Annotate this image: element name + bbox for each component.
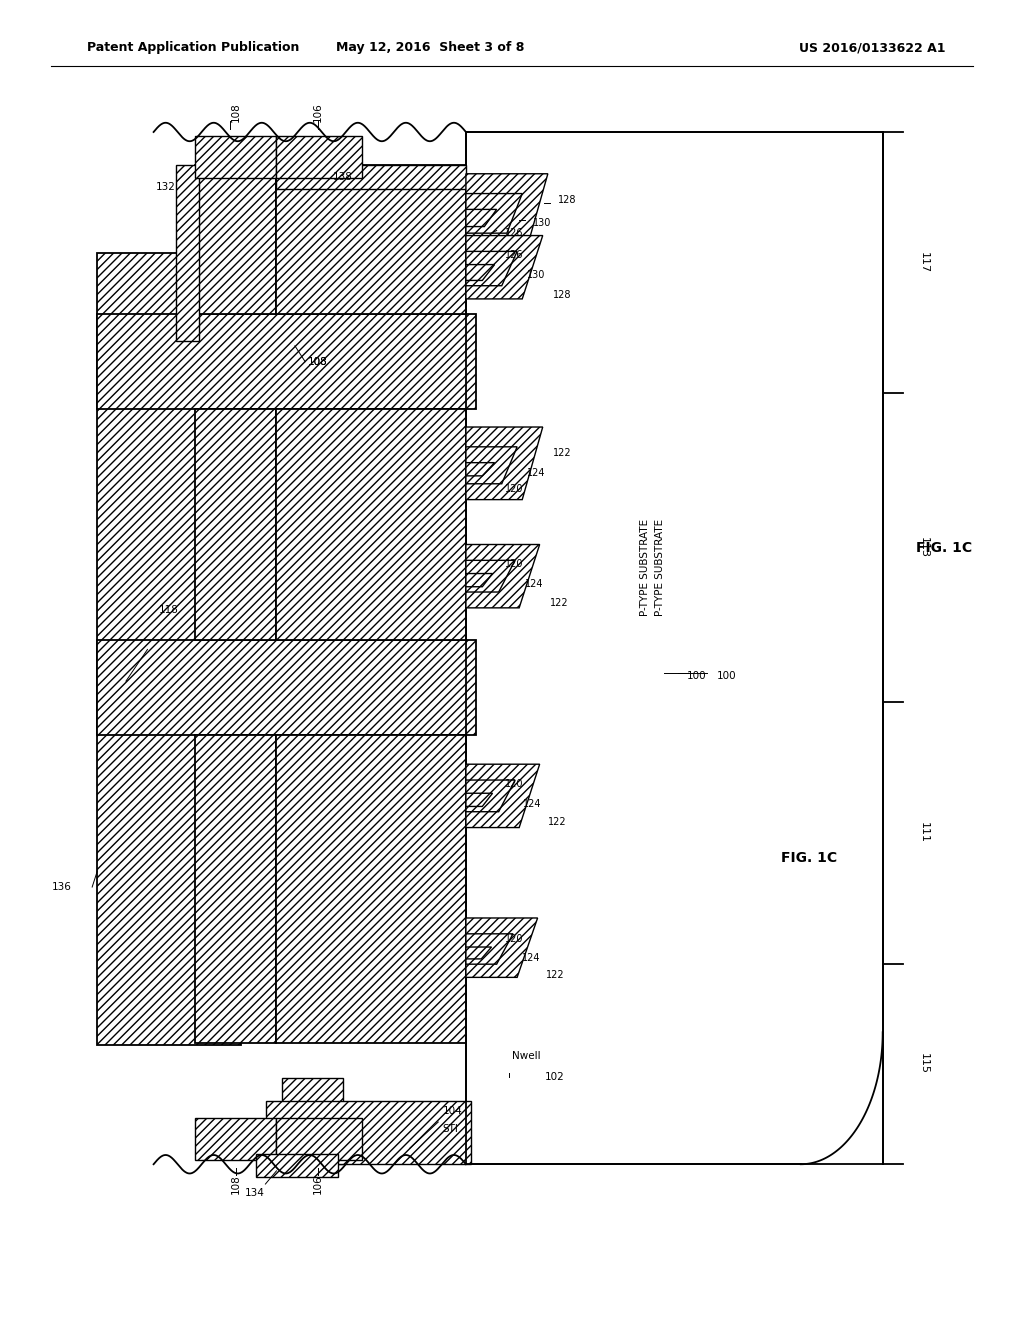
Polygon shape	[466, 917, 538, 977]
Polygon shape	[466, 210, 497, 227]
Bar	[266, 1101, 471, 1164]
Bar	[195, 735, 276, 1043]
Text: 128: 128	[558, 195, 577, 205]
Bar	[195, 165, 276, 314]
Text: 100: 100	[686, 671, 707, 681]
Bar	[97, 314, 476, 409]
Text: 130: 130	[532, 218, 551, 227]
Polygon shape	[466, 174, 548, 247]
Text: P-TYPE SUBSTRATE: P-TYPE SUBSTRATE	[640, 519, 650, 616]
Bar	[276, 409, 466, 640]
Text: 100: 100	[717, 671, 737, 681]
Text: 124: 124	[527, 469, 546, 478]
Polygon shape	[466, 194, 522, 234]
Polygon shape	[466, 780, 515, 812]
Bar	[97, 253, 241, 1045]
Text: 130: 130	[527, 271, 546, 280]
Bar	[276, 165, 466, 314]
Polygon shape	[466, 544, 540, 607]
Text: 136: 136	[52, 882, 72, 892]
Text: 108: 108	[230, 103, 241, 121]
Text: 106: 106	[313, 103, 324, 121]
Bar	[466, 132, 883, 1164]
Text: Patent Application Publication: Patent Application Publication	[87, 41, 299, 54]
Bar	[276, 136, 361, 178]
Text: 120: 120	[505, 935, 523, 944]
Text: 126: 126	[505, 228, 523, 238]
Polygon shape	[466, 446, 517, 484]
Text: FIG. 1C: FIG. 1C	[781, 851, 837, 865]
Text: STI: STI	[442, 1123, 459, 1134]
Text: Nwell: Nwell	[512, 1051, 541, 1061]
Text: US 2016/0133622 A1: US 2016/0133622 A1	[799, 41, 945, 54]
Text: 111: 111	[919, 822, 929, 843]
Text: 122: 122	[548, 817, 566, 828]
Text: 124: 124	[523, 799, 542, 809]
Polygon shape	[466, 793, 493, 807]
Bar	[276, 1118, 361, 1160]
Polygon shape	[466, 933, 513, 964]
Bar	[276, 165, 466, 189]
Text: 104: 104	[442, 1106, 462, 1117]
Text: 124: 124	[522, 953, 541, 962]
Text: 108: 108	[307, 356, 328, 367]
Polygon shape	[466, 235, 543, 298]
Bar	[195, 136, 276, 178]
Text: 108: 108	[230, 1175, 241, 1193]
Polygon shape	[466, 428, 543, 500]
Text: FIG. 1C: FIG. 1C	[916, 541, 972, 554]
Text: 117: 117	[919, 252, 929, 273]
Text: 126: 126	[505, 251, 523, 260]
Text: 128: 128	[553, 290, 571, 300]
Polygon shape	[466, 946, 492, 958]
Text: 118: 118	[159, 605, 179, 615]
Text: 108: 108	[307, 356, 328, 367]
Text: 132: 132	[156, 182, 176, 193]
Polygon shape	[466, 764, 540, 828]
Text: 106: 106	[313, 1175, 324, 1193]
Text: P-TYPE SUBSTRATE: P-TYPE SUBSTRATE	[655, 519, 666, 616]
Bar	[276, 735, 466, 1043]
Text: 124: 124	[525, 579, 544, 589]
Text: 115: 115	[919, 1053, 929, 1074]
Text: 113: 113	[919, 537, 929, 558]
Bar	[282, 1078, 343, 1164]
Text: 120: 120	[505, 560, 523, 569]
Bar	[176, 165, 199, 341]
Text: 122: 122	[553, 449, 571, 458]
Polygon shape	[466, 251, 517, 285]
Text: 122: 122	[546, 970, 564, 979]
Polygon shape	[466, 573, 493, 586]
Polygon shape	[466, 560, 515, 591]
Text: 122: 122	[550, 598, 568, 607]
Polygon shape	[466, 463, 495, 477]
Bar	[97, 640, 476, 735]
Polygon shape	[466, 264, 495, 280]
Text: May 12, 2016  Sheet 3 of 8: May 12, 2016 Sheet 3 of 8	[336, 41, 524, 54]
Text: 134: 134	[245, 1188, 264, 1199]
Text: 138: 138	[333, 172, 352, 182]
Text: 102: 102	[545, 1072, 564, 1082]
Text: 120: 120	[505, 484, 523, 494]
Text: 120: 120	[505, 779, 523, 789]
Bar	[256, 1154, 338, 1177]
Bar	[195, 409, 276, 640]
Bar	[195, 1118, 276, 1160]
